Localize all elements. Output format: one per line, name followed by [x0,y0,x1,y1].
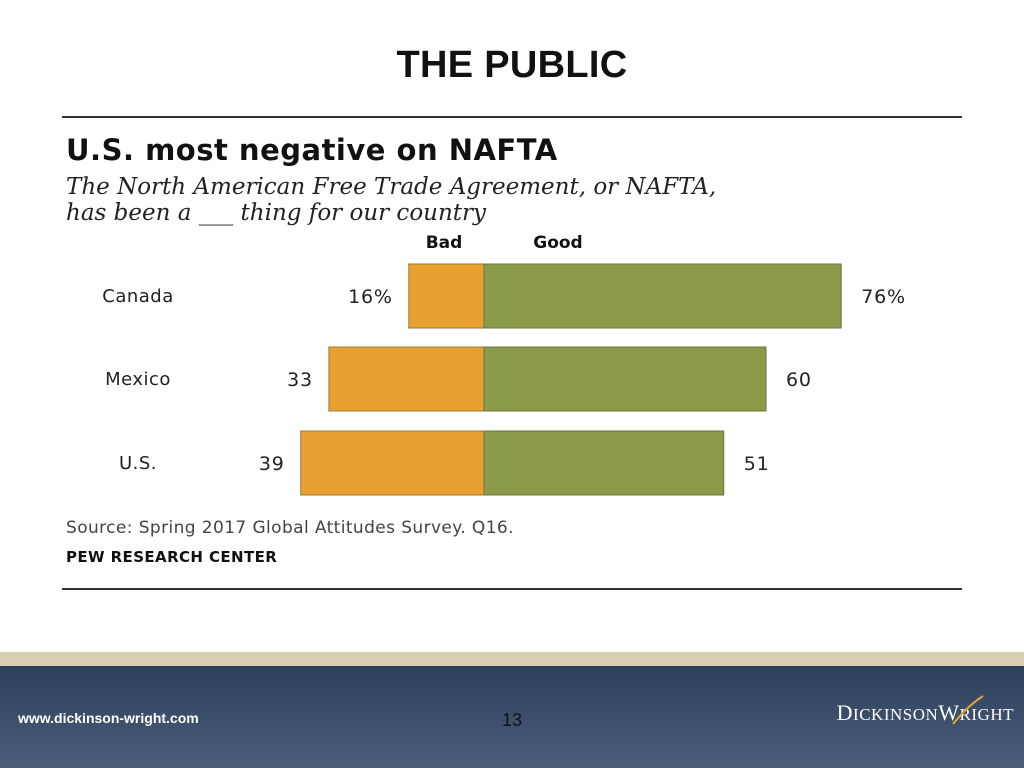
bar-good-canada [483,263,842,329]
chart-card: U.S. most negative on NAFTA The North Am… [62,116,962,596]
logo-swoosh-icon [951,695,984,725]
bar-bad-us [300,430,485,496]
website-link[interactable]: www.dickinson-wright.com [18,710,199,726]
slide-title: THE PUBLIC [396,44,628,86]
value-label-bad-us: 39 [259,453,285,475]
legend-good: Good [533,233,582,253]
source-note: Source: Spring 2017 Global Attitudes Sur… [66,518,514,538]
chart-subtitle-line-1: The North American Free Trade Agreement,… [66,174,717,200]
bar-bad-mexico [328,346,485,412]
bar-chart: Bad Good Canada 16% 76% Mexico 33 60 U.S. 39 51 [102,233,906,496]
bar-bad-canada [408,263,485,329]
logo-text: DICKINSONWRIGHT [836,700,1014,725]
top-rule [62,116,962,118]
category-label-us: U.S. [119,453,157,474]
chart-subtitle-line-2: has been a ___ thing for our country [66,200,487,226]
bar-good-us [483,430,725,496]
legend-bad: Bad [426,233,463,253]
value-label-bad-canada: 16% [348,286,393,308]
bar-good-mexico [483,346,767,412]
bottom-rule [62,588,962,590]
category-label-mexico: Mexico [105,369,171,390]
value-label-bad-mexico: 33 [287,369,313,391]
value-label-good-mexico: 60 [786,369,812,391]
value-label-good-us: 51 [744,453,770,475]
company-logo: DICKINSONWRIGHT [836,695,1014,726]
category-label-canada: Canada [102,286,174,307]
footer-bar: www.dickinson-wright.com 13 DICKINSONWRI… [0,666,1024,768]
organization-label: PEW RESEARCH CENTER [66,548,278,566]
chart-title: U.S. most negative on NAFTA [66,133,558,167]
footer-stripe [0,652,1024,666]
page-number: 13 [501,710,523,730]
value-label-good-canada: 76% [861,286,906,308]
